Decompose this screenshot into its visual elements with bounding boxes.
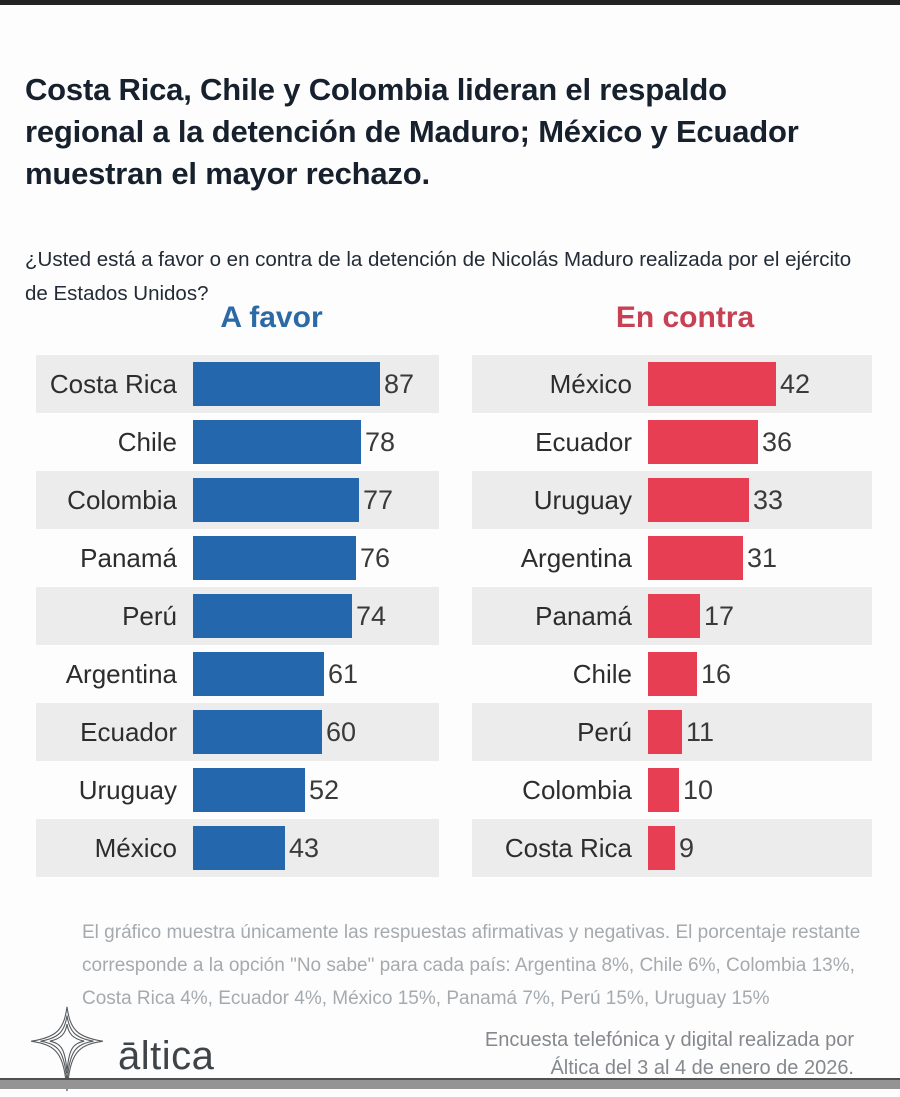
bar-value: 36 — [762, 426, 793, 457]
value-bar — [648, 768, 679, 812]
survey-question: ¿Usted está a favor o en contra de la de… — [25, 247, 852, 305]
source-line: Encuesta telefónica y digital realizada … — [484, 1029, 854, 1051]
value-bar — [193, 652, 324, 696]
country-label: México — [549, 368, 632, 399]
survey-source-note: Encuesta telefónica y digital realizada … — [485, 1026, 854, 1082]
country-label: Costa Rica — [49, 368, 177, 399]
footnote-line: corresponde a la opción "No sabe" para c… — [82, 955, 855, 976]
country-label: Argentina — [520, 542, 632, 573]
bar-value: 76 — [360, 542, 391, 573]
table-row: México 42 — [472, 355, 872, 413]
table-row: Colombia 10 — [472, 761, 872, 819]
value-bar — [193, 594, 352, 638]
value-bar — [193, 362, 380, 406]
table-row: Argentina 61 — [36, 645, 439, 703]
country-label: Chile — [572, 658, 632, 689]
column-header-en-contra: En contra — [615, 301, 755, 334]
country-label: Ecuador — [535, 426, 632, 457]
value-bar — [648, 710, 682, 754]
table-row: México 43 — [36, 819, 439, 877]
country-label: Ecuador — [80, 716, 177, 747]
source-line: Áltica del 3 al 4 de enero de 2026. — [550, 1057, 854, 1079]
table-row: Chile 78 — [36, 413, 439, 471]
methodology-footnote: El gráfico muestra únicamente las respue… — [82, 916, 860, 1015]
bar-value: 17 — [704, 600, 735, 631]
country-label: Costa Rica — [504, 832, 632, 863]
table-row: Ecuador 60 — [36, 703, 439, 761]
altica-logo-text: āltica — [118, 1034, 215, 1078]
value-bar — [648, 478, 749, 522]
bar-rows-en-contra: México 42 Ecuador 36 Uruguay 33 Argentina 31 Pan… — [472, 355, 872, 877]
value-bar — [193, 420, 361, 464]
value-bar — [193, 768, 305, 812]
country-label: Uruguay — [533, 484, 632, 515]
table-row: Chile 16 — [472, 645, 872, 703]
country-label: Perú — [122, 600, 177, 631]
value-bar — [648, 826, 675, 870]
value-bar — [648, 420, 758, 464]
bar-value: 43 — [289, 832, 320, 863]
bar-value: 87 — [384, 368, 415, 399]
country-label: México — [94, 832, 177, 863]
country-label: Panamá — [80, 542, 177, 573]
value-bar — [193, 536, 356, 580]
bar-value: 31 — [747, 542, 778, 573]
column-header-a-favor: A favor — [220, 301, 323, 334]
bar-value: 11 — [686, 716, 715, 747]
bar-value: 77 — [363, 484, 394, 515]
table-row: Costa Rica 9 — [472, 819, 872, 877]
value-bar — [648, 652, 697, 696]
bar-value: 60 — [326, 716, 357, 747]
footnote-line: El gráfico muestra únicamente las respue… — [82, 922, 861, 943]
bottom-border-bar — [0, 1078, 900, 1089]
bar-value: 10 — [683, 774, 714, 805]
bar-value: 52 — [309, 774, 340, 805]
value-bar — [193, 478, 359, 522]
bar-value: 78 — [365, 426, 396, 457]
table-row: Perú 11 — [472, 703, 872, 761]
country-label: Argentina — [65, 658, 177, 689]
footnote-line: Costa Rica 4%, Ecuador 4%, México 15%, P… — [82, 988, 770, 1009]
page-title: Costa Rica, Chile y Colombia lideran el … — [25, 71, 799, 191]
chart-panel-en-contra: México 42 Ecuador 36 Uruguay 33 Argentina 31 Pan… — [472, 355, 872, 877]
table-row: Colombia 77 — [36, 471, 439, 529]
country-label: Colombia — [522, 774, 632, 805]
table-row: Uruguay 33 — [472, 471, 872, 529]
table-row: Uruguay 52 — [36, 761, 439, 819]
bar-value: 61 — [328, 658, 359, 689]
chart-panel-a-favor: Costa Rica 87 Chile 78 Colombia 77 Panamá 76 Per… — [36, 355, 439, 877]
country-label: Chile — [117, 426, 177, 457]
table-row: Argentina 31 — [472, 529, 872, 587]
bar-rows-a-favor: Costa Rica 87 Chile 78 Colombia 77 Panamá 76 Per… — [36, 355, 439, 877]
table-row: Panamá 17 — [472, 587, 872, 645]
bar-value: 33 — [753, 484, 784, 515]
country-label: Panamá — [535, 600, 632, 631]
value-bar — [193, 710, 322, 754]
value-bar — [648, 536, 743, 580]
country-label: Uruguay — [78, 774, 177, 805]
table-row: Ecuador 36 — [472, 413, 872, 471]
table-row: Panamá 76 — [36, 529, 439, 587]
top-border-bar — [0, 0, 900, 5]
table-row: Perú 74 — [36, 587, 439, 645]
value-bar — [648, 362, 776, 406]
bar-value: 42 — [780, 368, 811, 399]
bar-value: 9 — [679, 832, 695, 863]
country-label: Perú — [577, 716, 632, 747]
table-row: Costa Rica 87 — [36, 355, 439, 413]
value-bar — [648, 594, 700, 638]
bar-value: 16 — [701, 658, 732, 689]
country-label: Colombia — [67, 484, 177, 515]
bar-value: 74 — [356, 600, 387, 631]
value-bar — [193, 826, 285, 870]
